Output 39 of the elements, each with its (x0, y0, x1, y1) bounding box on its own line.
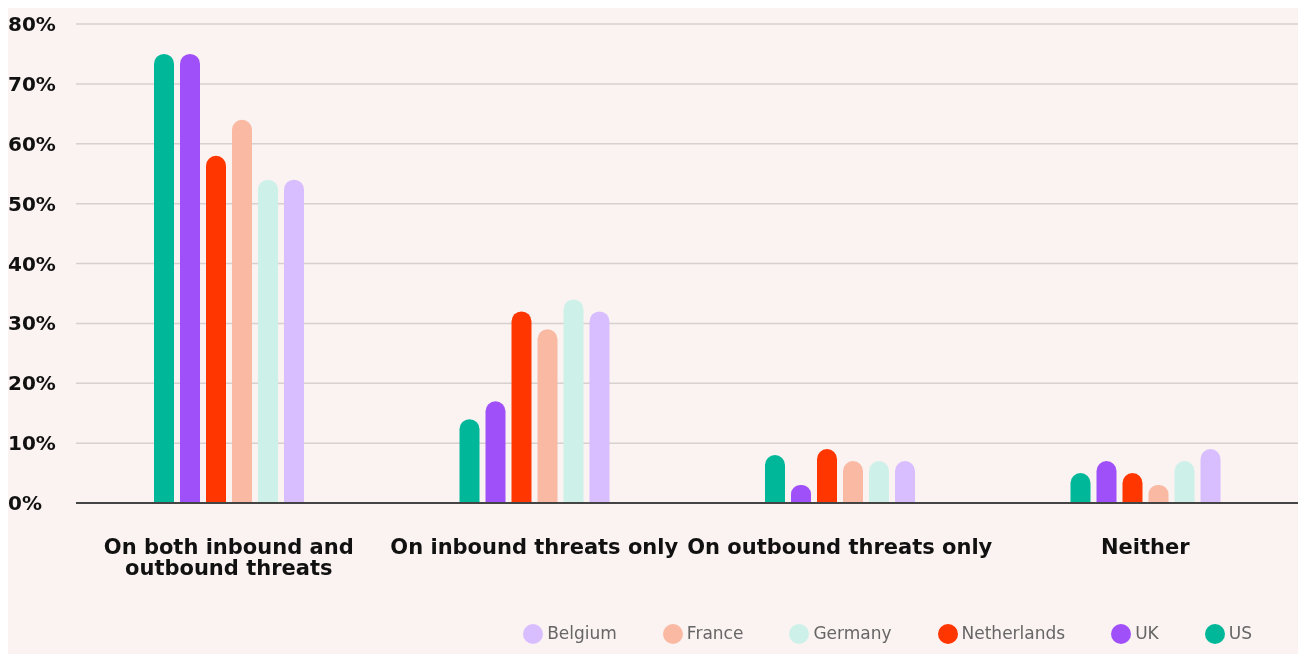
y-tick-label: 50% (8, 191, 56, 216)
bar (180, 53, 200, 503)
bar (485, 401, 506, 503)
legend-label: UK (1135, 623, 1159, 643)
bar (895, 461, 915, 503)
bar (537, 329, 558, 503)
y-tick-label: 70% (8, 71, 56, 96)
bar (232, 119, 252, 503)
y-tick-label: 30% (8, 311, 56, 336)
legend-label: Belgium (547, 623, 617, 643)
y-tick-label: 80% (8, 12, 56, 37)
bar (563, 299, 584, 503)
bar (258, 179, 278, 503)
bar (206, 155, 226, 503)
bar (284, 179, 304, 503)
bar (511, 311, 532, 503)
legend-label: Netherlands (961, 623, 1066, 643)
bar (589, 311, 610, 503)
x-tick-label: Neither (1100, 534, 1191, 559)
bar (843, 461, 863, 503)
x-tick-label: On outbound threats only (687, 534, 993, 559)
y-tick-label: 20% (8, 371, 56, 396)
x-tick-label: On both inbound and outbound threats (103, 534, 354, 580)
legend-label: Germany (813, 623, 892, 643)
legend-label: US (1228, 623, 1252, 643)
bar (1096, 461, 1117, 503)
bar (154, 53, 174, 503)
bar (817, 449, 837, 503)
y-tick-label: 0% (8, 491, 42, 516)
y-tick-label: 40% (8, 251, 56, 276)
bar (459, 419, 480, 503)
y-tick-label: 10% (8, 431, 56, 456)
x-tick-label: On inbound threats only (390, 534, 679, 559)
legend-label: France (686, 623, 744, 643)
y-tick-label: 60% (8, 131, 56, 156)
bar (765, 455, 785, 503)
bar (1174, 461, 1195, 503)
bar (869, 461, 889, 503)
bar (1200, 449, 1221, 503)
